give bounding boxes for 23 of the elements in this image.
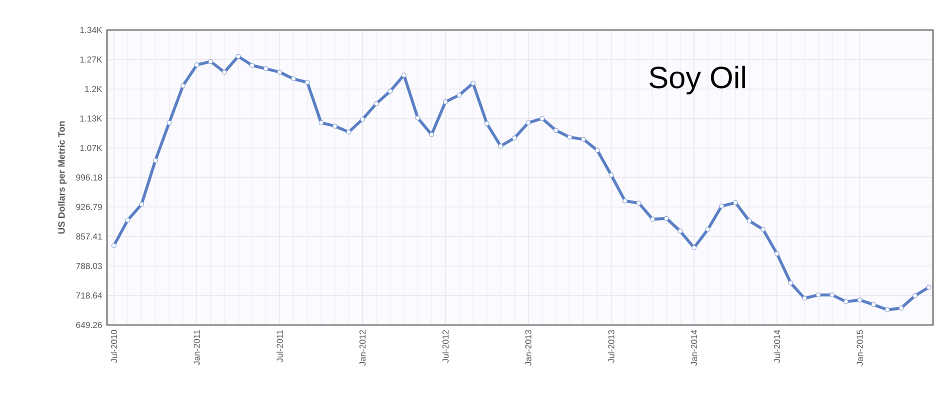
y-tick-label: 1.07K [80, 144, 102, 152]
y-tick-label: 1.34K [80, 26, 102, 34]
y-axis-title: US Dollars per Metric Ton [58, 121, 67, 234]
x-tick-label: Jul-2014 [774, 330, 780, 363]
y-tick-label: 926.79 [76, 204, 102, 210]
x-tick-label: Jan-2013 [525, 330, 532, 366]
x-tick-label: Jul-2011 [276, 330, 283, 362]
x-tick-label: Jul-2012 [442, 330, 449, 363]
annotation: Soy Oil [650, 66, 745, 94]
y-tick-label: 857.41 [76, 233, 102, 240]
y-tick-label: 1.27K [80, 56, 102, 63]
y-tick-label: 1.2K [85, 86, 102, 92]
x-tick-label: Jan-2014 [690, 330, 698, 366]
y-tick-label: 788.03 [76, 262, 102, 270]
y-tick-label: 649.26 [76, 322, 102, 328]
x-tick-label: Jul-2010 [110, 330, 118, 363]
x-tick-label: Jan-2011 [194, 330, 200, 366]
x-tick-label: Jan-2015 [856, 330, 863, 366]
x-tick-label: Jul-2013 [608, 330, 614, 363]
y-tick-label: 1.13K [80, 115, 102, 122]
x-tick-label: Jan-2012 [359, 330, 366, 366]
y-tick-label: 718.64 [76, 292, 102, 299]
y-tick-label: 996.18 [76, 174, 102, 181]
